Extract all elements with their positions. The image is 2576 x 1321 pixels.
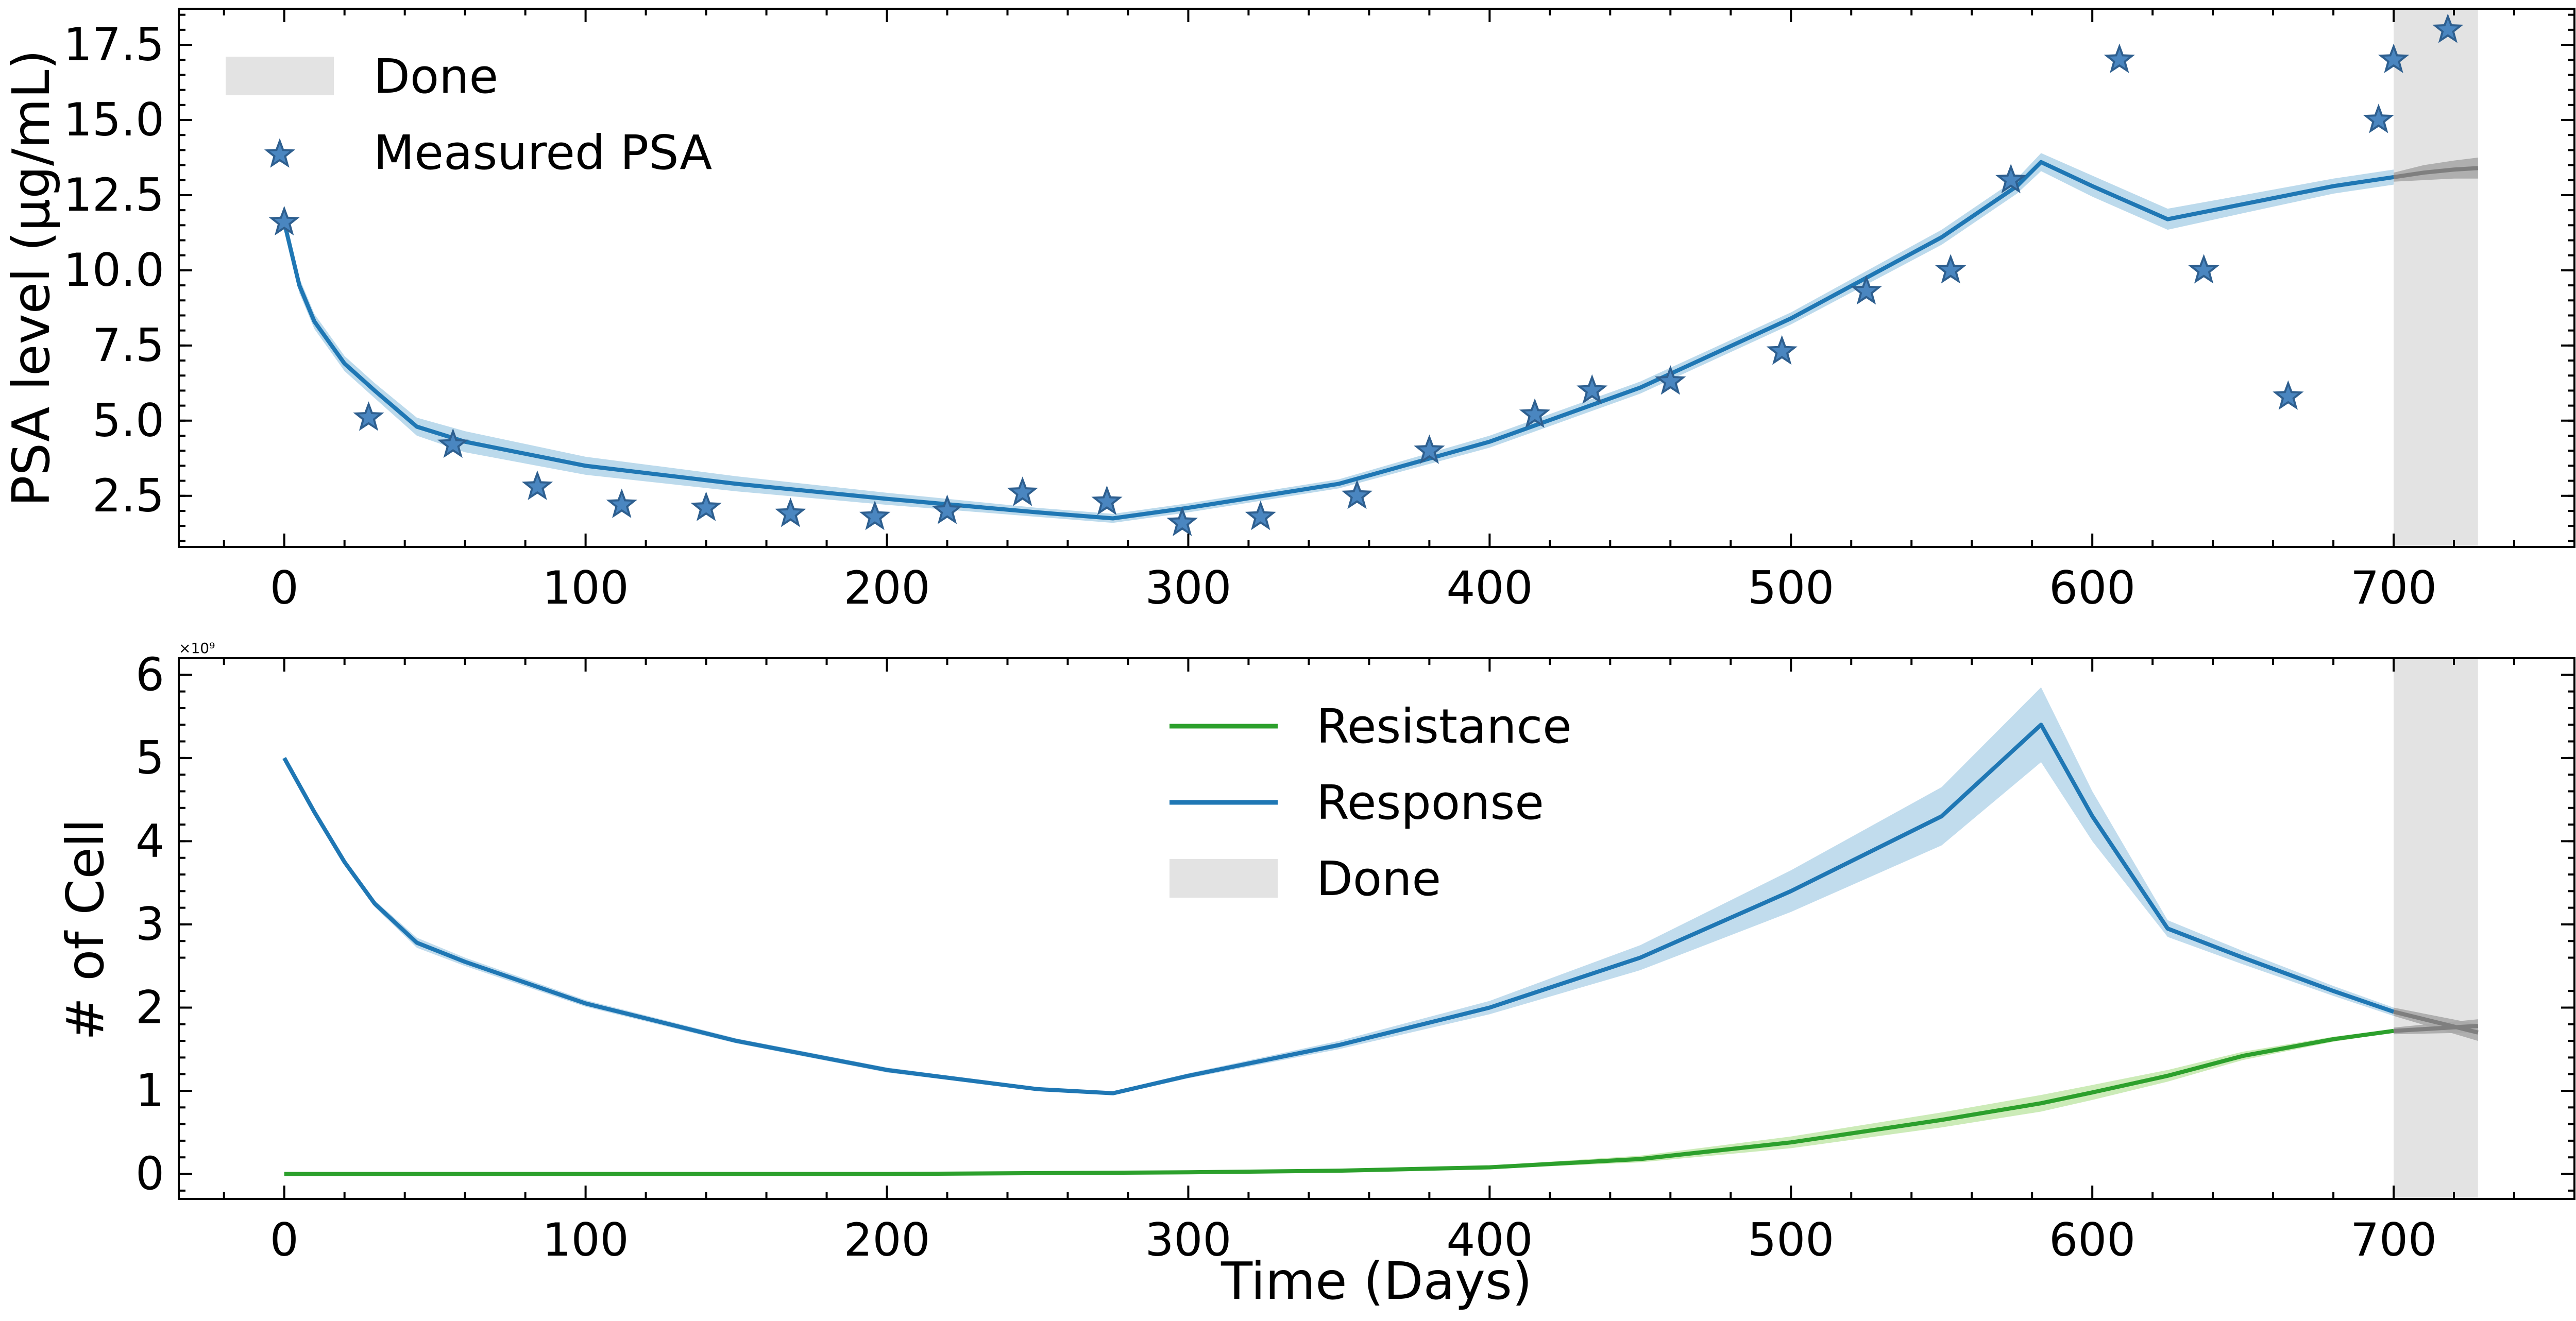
y-tick-label: 12.5 — [63, 168, 164, 221]
measured-psa-point — [1519, 398, 1551, 428]
x-tick-label: 700 — [2350, 1213, 2437, 1266]
measured-psa-point — [690, 491, 722, 521]
measured-psa-point — [2273, 380, 2304, 410]
done-span — [2394, 658, 2478, 1199]
y-tick-label: 5.0 — [92, 394, 164, 447]
top-legend: Done Measured PSA — [226, 49, 712, 180]
x-tick-label: 500 — [1748, 1213, 1834, 1266]
cell-panel: 0 100 200 300 400 500 600 700 0 1 2 3 4 5 6 ×10⁹ # of … — [55, 640, 2575, 1311]
x-tick-label: 600 — [2049, 561, 2136, 614]
top-legend-done-swatch — [226, 57, 334, 95]
bottom-legend-resistance-label: Resistance — [1316, 699, 1572, 754]
bottom-confidence-band-layer — [284, 687, 2478, 1174]
top-fit-line-layer — [282, 160, 2479, 521]
bottom-y-scale-label: ×10⁹ — [179, 640, 215, 657]
bottom-x-axis-label: Time (Days) — [1221, 1251, 1532, 1311]
y-tick-label: 2 — [135, 981, 164, 1034]
top-tick-layer: 0 100 200 300 400 500 600 700 2.5 5.0 7.5 10.0 12.5 1… — [63, 9, 2575, 614]
psa-fit-line — [282, 160, 2394, 521]
psa-panel: 0 100 200 300 400 500 600 700 2.5 5.0 7.5 10.0 12.5 1… — [1, 8, 2575, 614]
bottom-legend-response-label: Response — [1316, 775, 1544, 830]
bottom-legend-done-swatch — [1170, 859, 1278, 898]
y-tick-label: 1 — [135, 1064, 164, 1117]
y-tick-label: 15.0 — [63, 93, 164, 146]
bottom-legend-done-label: Done — [1316, 851, 1441, 906]
bottom-line-layer — [282, 723, 2479, 1176]
measured-psa-point — [2432, 13, 2464, 43]
measured-psa-point — [1341, 479, 1373, 509]
measured-psa-point — [2363, 104, 2394, 133]
measured-psa-markers — [268, 13, 2464, 536]
top-done-span-layer — [2394, 9, 2478, 547]
x-tick-label: 500 — [1748, 561, 1834, 614]
measured-psa-point — [2378, 43, 2410, 73]
x-tick-label: 200 — [844, 1213, 930, 1266]
y-tick-label: 17.5 — [63, 18, 164, 71]
top-y-axis-label: PSA level (μg/mL) — [1, 49, 61, 506]
y-tick-label: 6 — [135, 648, 164, 701]
measured-psa-point — [1577, 374, 1608, 404]
measured-psa-point — [437, 428, 469, 458]
measured-psa-point — [1935, 254, 1967, 284]
measured-psa-point — [1995, 164, 2027, 194]
x-tick-label: 0 — [270, 561, 299, 614]
cell-forecast-line — [2393, 1024, 2479, 1033]
x-tick-label: 300 — [1145, 1213, 1231, 1266]
resistance-line — [284, 1028, 2394, 1176]
measured-psa-point — [1851, 275, 1882, 305]
y-tick-label: 7.5 — [92, 319, 164, 372]
measured-psa-point — [931, 494, 963, 524]
measured-psa-point — [775, 497, 806, 527]
top-legend-measured-label: Measured PSA — [374, 125, 712, 180]
measured-psa-point — [353, 401, 384, 431]
response-line — [282, 723, 2395, 1095]
top-axes-frame — [178, 8, 2575, 548]
measured-psa-point — [521, 470, 553, 500]
x-tick-label: 700 — [2350, 561, 2437, 614]
x-tick-label: 600 — [2049, 1213, 2136, 1266]
y-tick-label: 2.5 — [92, 469, 164, 522]
y-tick-label: 10.0 — [63, 244, 164, 297]
y-tick-label: 4 — [135, 814, 164, 867]
done-span — [2394, 9, 2478, 547]
x-tick-label: 100 — [543, 561, 629, 614]
top-legend-done-label: Done — [374, 49, 498, 104]
measured-psa-point — [1007, 476, 1038, 506]
measured-psa-point — [1414, 434, 1445, 464]
y-tick-label: 5 — [135, 731, 164, 784]
measured-psa-point — [2188, 254, 2219, 284]
measured-psa-point — [1245, 500, 1276, 530]
y-tick-label: 3 — [135, 898, 164, 951]
x-tick-label: 100 — [543, 1213, 629, 1266]
bottom-y-axis-label: # of Cell — [55, 819, 115, 1041]
y-tick-label: 0 — [135, 1147, 164, 1200]
top-legend-star-marker — [264, 138, 296, 168]
bottom-done-span-layer — [2394, 658, 2478, 1199]
bottom-tick-layer: 0 100 200 300 400 500 600 700 0 1 2 3 4 5 6 — [135, 648, 2575, 1266]
x-tick-label: 300 — [1145, 561, 1231, 614]
resistance-band — [284, 1029, 2394, 1174]
measured-psa-point — [2104, 43, 2135, 73]
measured-psa-point — [859, 500, 891, 530]
measured-psa-point — [1091, 485, 1123, 516]
measured-psa-point — [1166, 506, 1198, 536]
measured-psa-point — [1766, 335, 1798, 365]
psa-forecast-line — [2393, 166, 2479, 179]
x-tick-label: 0 — [270, 1213, 299, 1266]
bottom-legend: Resistance Response Done — [1170, 699, 1572, 906]
cell-forecast-line — [2393, 1009, 2479, 1035]
measured-psa-point — [606, 488, 637, 518]
measured-psa-point — [1655, 365, 1686, 395]
x-tick-label: 400 — [1446, 561, 1533, 614]
x-tick-label: 200 — [844, 561, 930, 614]
measured-psa-point — [268, 205, 300, 236]
x-tick-label: 400 — [1446, 1213, 1533, 1266]
bottom-axes-frame — [178, 657, 2575, 1200]
